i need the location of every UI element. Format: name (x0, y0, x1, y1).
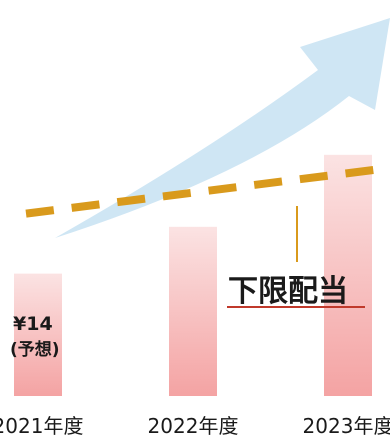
bars (14, 154, 372, 396)
category-label: 2022年度 (148, 414, 239, 437)
floor-dividend-label: 下限配当 (228, 274, 348, 309)
bar-2 (169, 226, 217, 396)
category-labels: 2021年度 2022年度 2023年度 (0, 414, 390, 437)
bar-3 (324, 154, 372, 396)
floor-dividend-line (25, 165, 379, 218)
bar-value-note: (予想) (10, 339, 60, 360)
category-label: 2021年度 (0, 414, 83, 437)
category-label: 2023年度 (303, 414, 390, 437)
trend-arrow (55, 18, 390, 238)
bar-1 (14, 273, 62, 396)
bar-value-label: ¥14 (13, 313, 53, 335)
